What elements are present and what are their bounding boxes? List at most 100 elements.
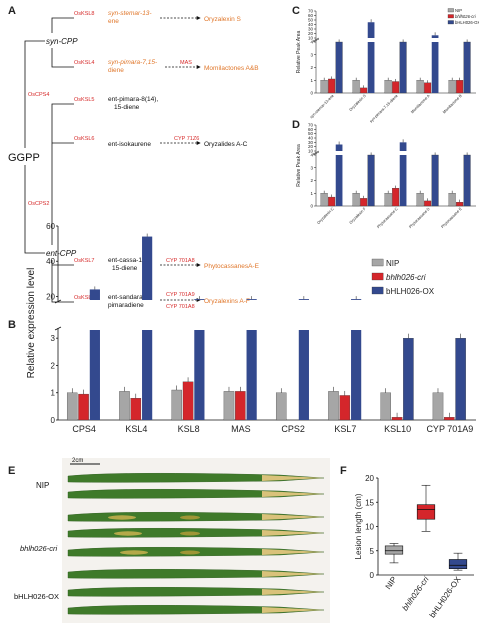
bar-upper xyxy=(89,289,100,300)
product-ent-pimara: ent-pimara-8(14), xyxy=(108,96,158,103)
bar xyxy=(392,81,400,94)
legend-swatch xyxy=(371,258,384,267)
bar xyxy=(352,193,360,207)
legend-swatch xyxy=(447,14,454,19)
bar xyxy=(448,80,456,94)
y-tick-label: 70 xyxy=(308,123,314,128)
panel-c-letter: C xyxy=(292,5,300,17)
bar xyxy=(431,42,439,93)
legend-label: NIP xyxy=(455,8,462,13)
step-cyp701a8: CYP 701A8 xyxy=(166,258,195,264)
step-cyp701a8-b: CYP 701A8 xyxy=(166,304,195,310)
y-tick-label: 2 xyxy=(51,361,56,370)
bar xyxy=(171,389,182,421)
y-tick-label: 3 xyxy=(51,334,56,343)
leaf-row-ox-label: bHLH026-OX xyxy=(14,592,59,601)
y-tick-label: 15 xyxy=(365,498,374,507)
leaf-lesion xyxy=(262,589,324,595)
x-tick-label: Momilactone A xyxy=(410,94,431,115)
bar xyxy=(456,202,464,207)
y-tick-label: 20 xyxy=(365,474,374,483)
fork-ent-line xyxy=(24,165,45,254)
leaf-lesion xyxy=(262,571,324,577)
product-syn-pimara-2: diene xyxy=(108,67,124,74)
y-tick-label: 30 xyxy=(308,27,314,32)
leaf-lesion xyxy=(262,491,324,497)
bar xyxy=(351,330,362,420)
fork-syn-line xyxy=(24,40,45,148)
y-tick-label: 0 xyxy=(310,204,313,209)
bar xyxy=(456,80,464,94)
y-axis-label: Lesion length (cm) xyxy=(354,493,363,559)
legend-swatch xyxy=(371,272,384,281)
bar-upper xyxy=(142,236,153,300)
ent-cpp-label: ent-CPP xyxy=(46,249,77,258)
leaf xyxy=(67,473,325,483)
bar xyxy=(66,392,78,421)
enzyme-ksl5: OsKSL5 xyxy=(74,97,94,103)
end-oryzalides: Oryzalides A-C xyxy=(204,141,248,148)
leaf-group xyxy=(67,473,325,615)
box xyxy=(416,504,436,520)
scale-label: 2cm xyxy=(72,458,83,464)
end-oryzalexin-s: Oryzalexin S xyxy=(204,16,242,23)
x-tick-label: NIP xyxy=(384,575,399,591)
bar xyxy=(89,330,100,420)
x-tick-label: Oryzalexin S xyxy=(349,94,367,112)
leaf-spot xyxy=(180,550,200,555)
leaf-lesion xyxy=(262,475,324,481)
bar xyxy=(194,330,205,420)
product-ent-sandaraco-2: pimaradiene xyxy=(108,302,144,309)
bar xyxy=(328,391,339,421)
leaf xyxy=(67,569,325,579)
x-tick-label: Phytocassane C xyxy=(376,207,399,230)
legend-label: NIP xyxy=(386,259,399,268)
leaf-lesion xyxy=(262,530,324,536)
bar-upper xyxy=(194,299,205,300)
y-tick-label: 50 xyxy=(308,131,314,136)
y-axis-label: Relative Peak Area xyxy=(296,144,302,187)
bar xyxy=(399,41,407,94)
y-tick-label: 10 xyxy=(308,149,314,154)
bar xyxy=(448,193,456,207)
bar xyxy=(275,392,287,421)
bar-upper xyxy=(367,22,375,38)
leaf-spot xyxy=(120,550,148,555)
ggpp-label: GGPP xyxy=(8,152,40,164)
product-ent-pimara-2: 15-diene xyxy=(114,104,140,111)
axis-break-mark xyxy=(312,151,320,156)
bar xyxy=(335,155,343,206)
x-tick-label: Oryzalexin C xyxy=(317,207,335,225)
bar-upper xyxy=(246,299,257,300)
y-tick-label: 40 xyxy=(46,257,55,266)
y-tick-label: 3 xyxy=(310,165,313,170)
leaf-spot xyxy=(180,515,200,520)
bar xyxy=(360,87,368,94)
product-ent-isokaurene: ent-isokaurene xyxy=(108,141,151,148)
axis-break-mark xyxy=(312,38,320,43)
panel-a-letter: A xyxy=(8,5,16,17)
bar xyxy=(320,193,328,207)
bar xyxy=(399,155,407,206)
bar xyxy=(328,196,336,207)
bar xyxy=(360,198,368,207)
leaf xyxy=(67,489,325,499)
y-tick-label: 30 xyxy=(308,140,314,145)
bar xyxy=(384,80,392,94)
syn-branch-up xyxy=(51,17,74,33)
end-phytocassanes: PhytocassanesA-E xyxy=(204,263,260,270)
bar xyxy=(130,398,142,421)
bar xyxy=(392,187,400,207)
bar-upper xyxy=(399,142,407,151)
x-tick-label: KSL4 xyxy=(125,424,147,434)
end-oryzalexins: Oryzalexins A-F xyxy=(204,298,250,305)
ent-branch-down xyxy=(51,260,74,303)
product-syn-stemar-2: ene xyxy=(108,18,119,25)
product-syn-pimara: syn-pimara-7,15- xyxy=(108,59,158,66)
bar xyxy=(328,78,336,94)
y-tick-label: 40 xyxy=(308,22,314,27)
product-ent-sandaraco: ent-sandaraco- xyxy=(108,294,152,301)
